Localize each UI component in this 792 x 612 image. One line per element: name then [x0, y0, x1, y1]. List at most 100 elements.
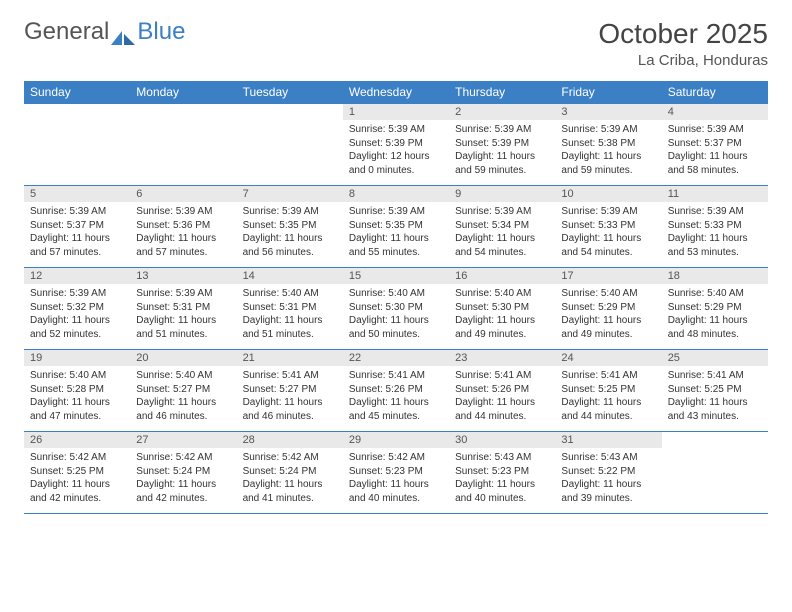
daylight-line: Daylight: 11 hours and 45 minutes.	[349, 396, 443, 423]
daylight-line: Daylight: 11 hours and 54 minutes.	[455, 232, 549, 259]
sunset-line: Sunset: 5:23 PM	[455, 465, 549, 479]
day-body: Sunrise: 5:42 AMSunset: 5:23 PMDaylight:…	[343, 448, 449, 513]
day-body-empty	[130, 120, 236, 178]
calendar-cell	[237, 104, 343, 186]
sunset-line: Sunset: 5:27 PM	[136, 383, 230, 397]
day-number: 31	[555, 432, 661, 448]
sunrise-line: Sunrise: 5:39 AM	[455, 123, 549, 137]
day-number: 22	[343, 350, 449, 366]
sunset-line: Sunset: 5:30 PM	[455, 301, 549, 315]
day-body: Sunrise: 5:42 AMSunset: 5:24 PMDaylight:…	[130, 448, 236, 513]
day-number: 3	[555, 104, 661, 120]
calendar-cell	[130, 104, 236, 186]
sunrise-line: Sunrise: 5:41 AM	[668, 369, 762, 383]
day-number: 12	[24, 268, 130, 284]
day-number: 2	[449, 104, 555, 120]
daylight-line: Daylight: 11 hours and 58 minutes.	[668, 150, 762, 177]
sunset-line: Sunset: 5:35 PM	[243, 219, 337, 233]
day-number: 11	[662, 186, 768, 202]
calendar-cell: 16Sunrise: 5:40 AMSunset: 5:30 PMDayligh…	[449, 268, 555, 350]
daylight-line: Daylight: 11 hours and 49 minutes.	[561, 314, 655, 341]
sunset-line: Sunset: 5:23 PM	[349, 465, 443, 479]
daylight-line: Daylight: 11 hours and 57 minutes.	[30, 232, 124, 259]
day-header: Wednesday	[343, 81, 449, 104]
day-number: 13	[130, 268, 236, 284]
day-body: Sunrise: 5:39 AMSunset: 5:33 PMDaylight:…	[662, 202, 768, 267]
sunrise-line: Sunrise: 5:42 AM	[136, 451, 230, 465]
sunset-line: Sunset: 5:34 PM	[455, 219, 549, 233]
day-number: 25	[662, 350, 768, 366]
day-body: Sunrise: 5:39 AMSunset: 5:39 PMDaylight:…	[343, 120, 449, 185]
sunset-line: Sunset: 5:33 PM	[668, 219, 762, 233]
day-header: Sunday	[24, 81, 130, 104]
sunset-line: Sunset: 5:25 PM	[561, 383, 655, 397]
sunset-line: Sunset: 5:39 PM	[455, 137, 549, 151]
calendar-cell: 1Sunrise: 5:39 AMSunset: 5:39 PMDaylight…	[343, 104, 449, 186]
day-number: 5	[24, 186, 130, 202]
sunrise-line: Sunrise: 5:39 AM	[30, 205, 124, 219]
sunrise-line: Sunrise: 5:39 AM	[136, 205, 230, 219]
calendar-cell: 10Sunrise: 5:39 AMSunset: 5:33 PMDayligh…	[555, 186, 661, 268]
daylight-line: Daylight: 11 hours and 46 minutes.	[136, 396, 230, 423]
daylight-line: Daylight: 11 hours and 54 minutes.	[561, 232, 655, 259]
calendar-row: 26Sunrise: 5:42 AMSunset: 5:25 PMDayligh…	[24, 432, 768, 514]
day-body: Sunrise: 5:43 AMSunset: 5:22 PMDaylight:…	[555, 448, 661, 513]
calendar-cell: 15Sunrise: 5:40 AMSunset: 5:30 PMDayligh…	[343, 268, 449, 350]
sunrise-line: Sunrise: 5:42 AM	[243, 451, 337, 465]
day-body: Sunrise: 5:41 AMSunset: 5:26 PMDaylight:…	[449, 366, 555, 431]
daylight-line: Daylight: 11 hours and 51 minutes.	[243, 314, 337, 341]
day-body: Sunrise: 5:39 AMSunset: 5:35 PMDaylight:…	[237, 202, 343, 267]
calendar-cell: 2Sunrise: 5:39 AMSunset: 5:39 PMDaylight…	[449, 104, 555, 186]
calendar-cell: 24Sunrise: 5:41 AMSunset: 5:25 PMDayligh…	[555, 350, 661, 432]
sunset-line: Sunset: 5:33 PM	[561, 219, 655, 233]
calendar-row: 5Sunrise: 5:39 AMSunset: 5:37 PMDaylight…	[24, 186, 768, 268]
day-body: Sunrise: 5:41 AMSunset: 5:25 PMDaylight:…	[662, 366, 768, 431]
day-number: 9	[449, 186, 555, 202]
calendar-cell: 31Sunrise: 5:43 AMSunset: 5:22 PMDayligh…	[555, 432, 661, 514]
logo-sail-icon	[111, 24, 135, 40]
day-body-empty	[662, 448, 768, 506]
sunrise-line: Sunrise: 5:41 AM	[349, 369, 443, 383]
sunset-line: Sunset: 5:37 PM	[668, 137, 762, 151]
sunrise-line: Sunrise: 5:40 AM	[561, 287, 655, 301]
daylight-line: Daylight: 11 hours and 50 minutes.	[349, 314, 443, 341]
sunrise-line: Sunrise: 5:39 AM	[561, 123, 655, 137]
calendar-cell: 21Sunrise: 5:41 AMSunset: 5:27 PMDayligh…	[237, 350, 343, 432]
sunset-line: Sunset: 5:26 PM	[349, 383, 443, 397]
day-number: 8	[343, 186, 449, 202]
calendar-cell: 25Sunrise: 5:41 AMSunset: 5:25 PMDayligh…	[662, 350, 768, 432]
day-body: Sunrise: 5:42 AMSunset: 5:25 PMDaylight:…	[24, 448, 130, 513]
day-number: 4	[662, 104, 768, 120]
day-body: Sunrise: 5:39 AMSunset: 5:39 PMDaylight:…	[449, 120, 555, 185]
daylight-line: Daylight: 11 hours and 39 minutes.	[561, 478, 655, 505]
day-number: 26	[24, 432, 130, 448]
sunset-line: Sunset: 5:31 PM	[243, 301, 337, 315]
daylight-line: Daylight: 12 hours and 0 minutes.	[349, 150, 443, 177]
sunset-line: Sunset: 5:26 PM	[455, 383, 549, 397]
day-header-row: Sunday Monday Tuesday Wednesday Thursday…	[24, 81, 768, 104]
sunrise-line: Sunrise: 5:42 AM	[30, 451, 124, 465]
sunrise-line: Sunrise: 5:42 AM	[349, 451, 443, 465]
sunrise-line: Sunrise: 5:43 AM	[561, 451, 655, 465]
logo-text-blue: Blue	[137, 18, 185, 46]
day-number: 7	[237, 186, 343, 202]
daylight-line: Daylight: 11 hours and 52 minutes.	[30, 314, 124, 341]
day-number: 18	[662, 268, 768, 284]
day-number-empty	[662, 432, 768, 448]
daylight-line: Daylight: 11 hours and 46 minutes.	[243, 396, 337, 423]
sunset-line: Sunset: 5:25 PM	[30, 465, 124, 479]
day-number: 29	[343, 432, 449, 448]
day-number: 17	[555, 268, 661, 284]
daylight-line: Daylight: 11 hours and 56 minutes.	[243, 232, 337, 259]
daylight-line: Daylight: 11 hours and 49 minutes.	[455, 314, 549, 341]
day-body: Sunrise: 5:41 AMSunset: 5:25 PMDaylight:…	[555, 366, 661, 431]
calendar-cell: 27Sunrise: 5:42 AMSunset: 5:24 PMDayligh…	[130, 432, 236, 514]
sunrise-line: Sunrise: 5:41 AM	[561, 369, 655, 383]
sunrise-line: Sunrise: 5:39 AM	[349, 123, 443, 137]
day-body: Sunrise: 5:43 AMSunset: 5:23 PMDaylight:…	[449, 448, 555, 513]
calendar-cell: 17Sunrise: 5:40 AMSunset: 5:29 PMDayligh…	[555, 268, 661, 350]
daylight-line: Daylight: 11 hours and 51 minutes.	[136, 314, 230, 341]
day-body-empty	[24, 120, 130, 178]
daylight-line: Daylight: 11 hours and 42 minutes.	[30, 478, 124, 505]
logo: General Blue	[24, 18, 185, 46]
